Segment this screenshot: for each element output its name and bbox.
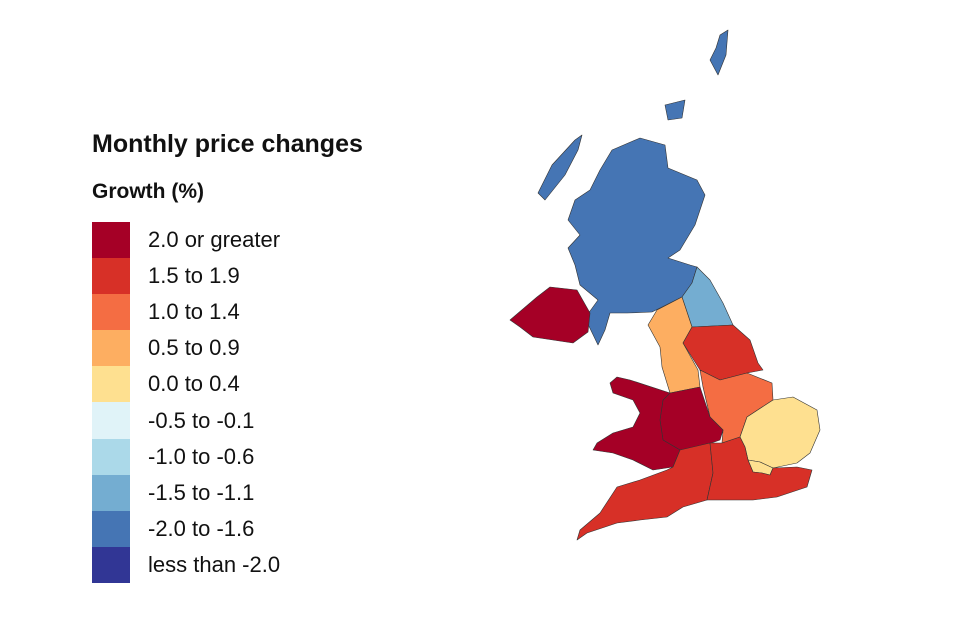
legend-item: -1.0 to -0.6 (92, 438, 280, 475)
legend-swatch (92, 510, 130, 547)
region-scotland (537, 29, 729, 346)
legend-label: 0.0 to 0.4 (148, 371, 240, 397)
legend-item: less than -2.0 (92, 546, 281, 583)
legend-item: 1.0 to 1.4 (92, 294, 280, 331)
legend-label: 2.0 or greater (148, 227, 281, 253)
legend-label: 1.0 to 1.4 (148, 299, 240, 325)
legend-swatch (92, 294, 130, 331)
legend-swatch (92, 366, 130, 403)
legend-label: 1.5 to 1.9 (148, 263, 240, 289)
legend-item: -0.5 to -0.1 (92, 402, 280, 439)
legend-item: -2.0 to -1.6 (92, 510, 280, 547)
legend-swatch (92, 330, 130, 367)
legend-item: 0.5 to 0.9 (92, 330, 280, 367)
legend-swatch (92, 258, 130, 295)
region-south-east (706, 436, 813, 501)
legend-label: -1.0 to -0.6 (148, 443, 255, 469)
legend-label: -2.0 to -1.6 (148, 515, 255, 541)
legend-label: -0.5 to -0.1 (148, 407, 255, 433)
legend-item: 0.0 to 0.4 (92, 366, 280, 403)
legend-label: -1.5 to -1.1 (148, 479, 255, 505)
legend-item: 1.5 to 1.9 (92, 258, 280, 295)
legend-swatch (92, 402, 130, 439)
legend-swatch (92, 438, 130, 475)
legend-title: Growth (%) (92, 180, 204, 203)
legend-swatch (92, 546, 130, 583)
legend-label: less than -2.0 (148, 551, 281, 577)
region-wales (592, 376, 681, 471)
map-title: Monthly price changes (92, 130, 363, 158)
region-yorkshire (682, 324, 764, 381)
legend-swatch (92, 474, 130, 511)
legend-label: 0.5 to 0.9 (148, 335, 240, 361)
legend-item: 2.0 or greater (92, 222, 281, 259)
region-northern-ireland (509, 286, 591, 344)
legend-swatch (92, 222, 130, 259)
legend: 2.0 or greater 1.5 to 1.9 1.0 to 1.4 0.5 to… (92, 222, 280, 583)
legend-item: -1.5 to -1.1 (92, 474, 280, 511)
